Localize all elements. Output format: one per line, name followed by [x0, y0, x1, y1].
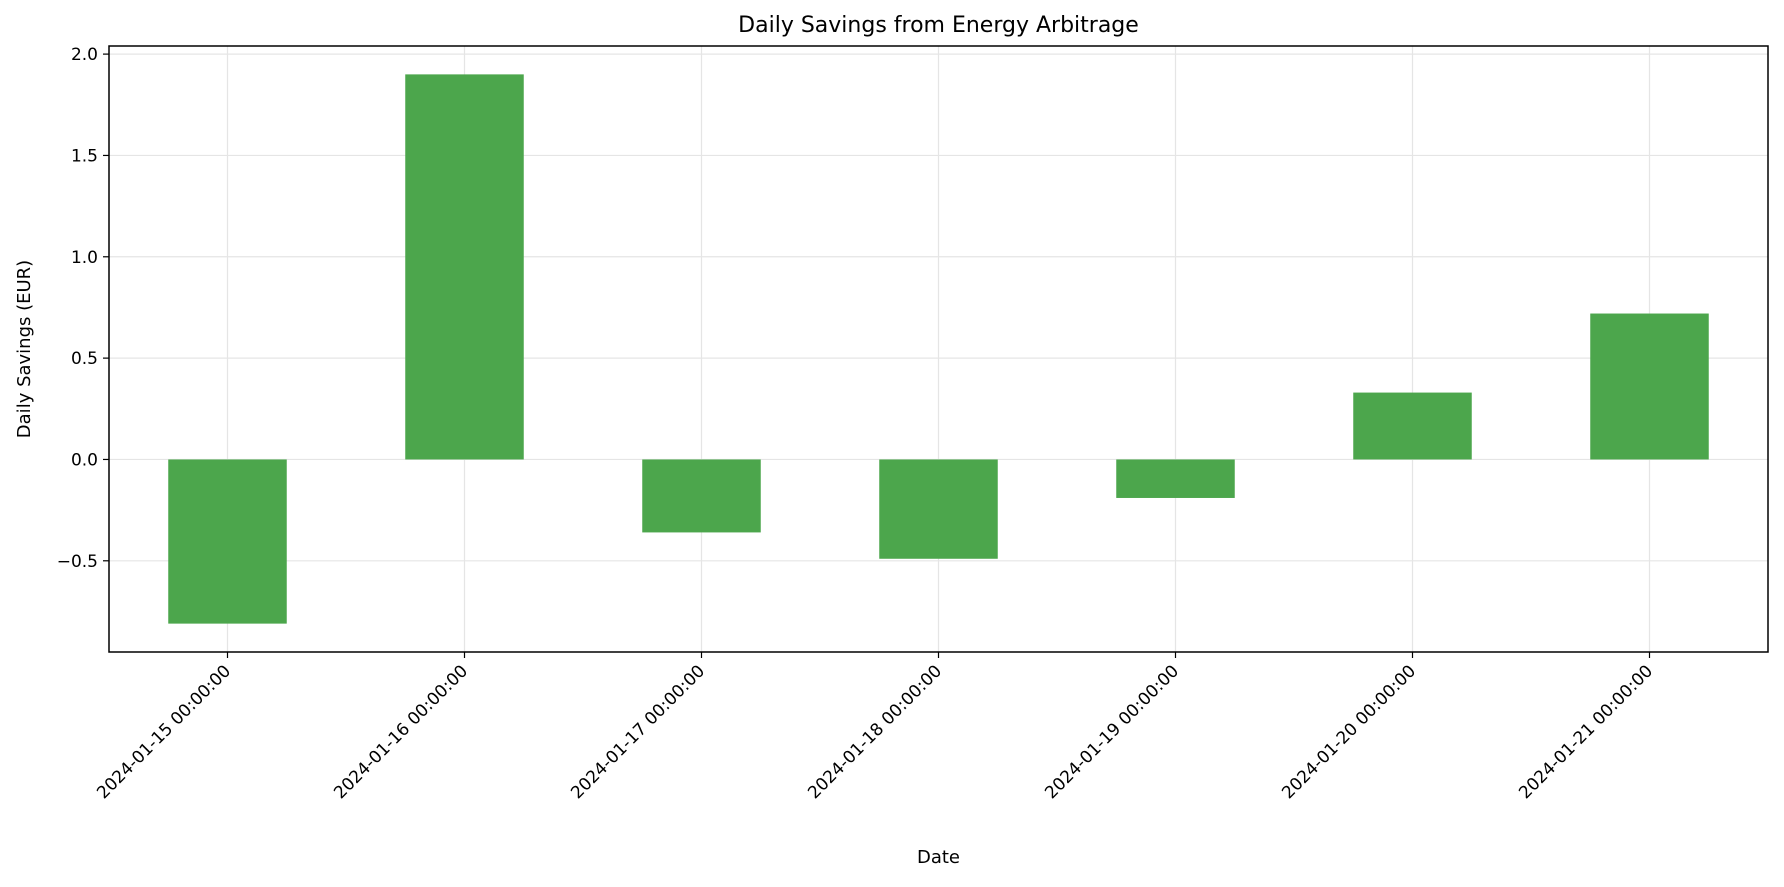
- grid: [109, 46, 1768, 652]
- bar: [642, 459, 761, 533]
- x-tick-label: 2024-01-16 00:00:00: [330, 661, 472, 803]
- x-axis-label: Date: [917, 847, 960, 868]
- y-tick-label: 0.0: [71, 450, 98, 470]
- x-tick-label: 2024-01-21 00:00:00: [1515, 661, 1657, 803]
- chart-title: Daily Savings from Energy Arbitrage: [738, 13, 1139, 38]
- y-tick-label: 0.5: [71, 349, 98, 369]
- x-axis: 2024-01-15 00:00:00 2024-01-16 00:00:00 20…: [93, 652, 1657, 803]
- bar: [879, 459, 998, 559]
- bars: [168, 74, 1709, 624]
- bar: [405, 74, 524, 460]
- x-tick-label: 2024-01-20 00:00:00: [1278, 661, 1420, 803]
- y-tick-label: 1.0: [71, 248, 98, 268]
- bar: [1116, 459, 1235, 498]
- y-tick-label: −0.5: [57, 552, 98, 572]
- x-tick-label: 2024-01-17 00:00:00: [567, 661, 709, 803]
- x-tick-label: 2024-01-19 00:00:00: [1041, 661, 1183, 803]
- y-tick-label: 2.0: [71, 45, 98, 65]
- bar: [168, 459, 287, 624]
- y-axis-label: Daily Savings (EUR): [14, 260, 35, 438]
- bar: [1590, 313, 1709, 460]
- y-axis: −0.5 0.0 0.5 1.0 1.5 2.0: [57, 45, 109, 572]
- x-tick-label: 2024-01-15 00:00:00: [93, 661, 235, 803]
- x-tick-label: 2024-01-18 00:00:00: [804, 661, 946, 803]
- y-tick-label: 1.5: [71, 146, 98, 166]
- bar: [1353, 392, 1472, 460]
